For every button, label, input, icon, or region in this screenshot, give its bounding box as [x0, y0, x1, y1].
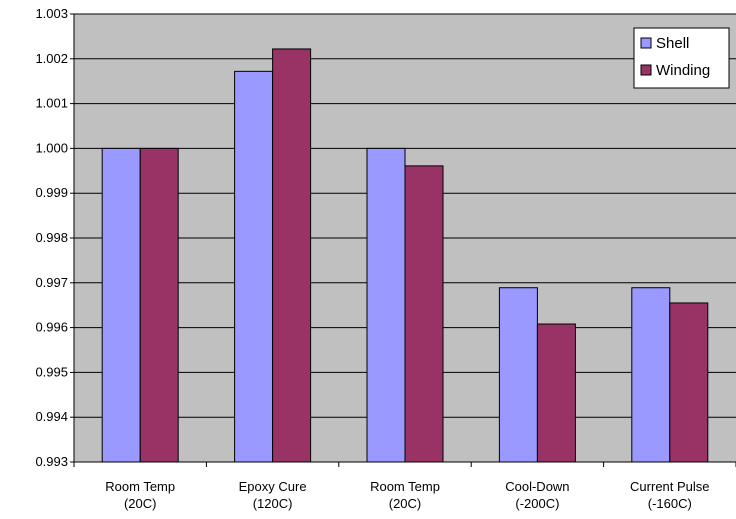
- x-category-label: Current Pulse: [630, 479, 709, 494]
- x-category-label: (20C): [124, 496, 157, 511]
- y-tick-label: 0.993: [35, 454, 68, 469]
- bar-shell: [234, 70, 274, 463]
- legend: Shell Winding: [633, 27, 730, 89]
- bar-shell: [366, 147, 406, 463]
- bar-shell: [631, 287, 671, 463]
- x-category-label: Room Temp: [105, 479, 175, 494]
- legend-label-winding: Winding: [656, 62, 710, 79]
- y-tick-label: 0.995: [35, 364, 68, 379]
- legend-swatch-shell: [640, 37, 652, 49]
- legend-label-shell: Shell: [656, 35, 689, 52]
- bars: [101, 48, 709, 463]
- x-category-label: (-160C): [648, 496, 692, 511]
- x-category-label: Room Temp: [370, 479, 440, 494]
- y-tick-label: 1.000: [35, 140, 68, 155]
- bar-winding: [669, 302, 709, 463]
- x-category-label: Epoxy Cure: [239, 479, 307, 494]
- bar-shell: [498, 287, 538, 463]
- x-category-label: (-200C): [515, 496, 559, 511]
- y-tick-label: 0.999: [35, 185, 68, 200]
- x-category-label: (120C): [253, 496, 293, 511]
- y-tick-label: 0.998: [35, 230, 68, 245]
- y-tick-label: 1.002: [35, 51, 68, 66]
- y-tick-label: 0.997: [35, 275, 68, 290]
- bar-winding: [272, 48, 312, 463]
- y-tick-label: 1.001: [35, 96, 68, 111]
- y-tick-label: 0.996: [35, 320, 68, 335]
- bar-shell: [101, 147, 141, 463]
- x-category-label: Cool-Down: [505, 479, 569, 494]
- y-axis: 1.003 1.002 1.001 1.000 0.999 0.998 0.997 0.996…: [35, 6, 75, 469]
- x-axis: Room Temp (20C) Epoxy Cure (120C) Room Temp (…: [73, 461, 736, 511]
- y-tick-label: 1.003: [35, 6, 68, 21]
- legend-swatch-winding: [640, 64, 652, 76]
- bar-winding: [139, 147, 179, 463]
- x-category-label: (20C): [389, 496, 422, 511]
- bar-winding: [404, 165, 444, 463]
- y-tick-label: 0.994: [35, 409, 68, 424]
- bar-winding: [536, 323, 576, 463]
